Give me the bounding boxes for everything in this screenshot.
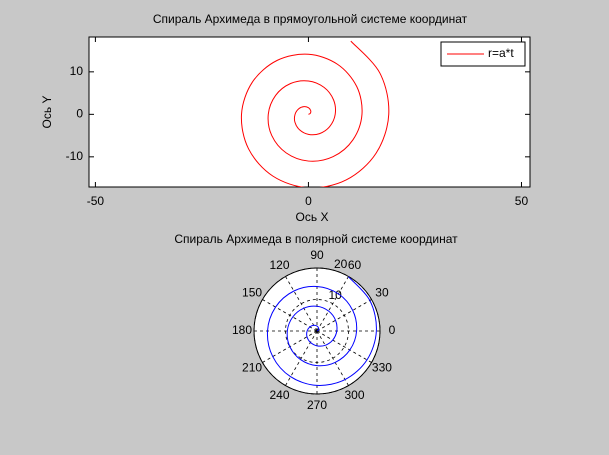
angle-tick-label: 30: [375, 286, 389, 300]
x-tick-label: 50: [515, 194, 529, 208]
angle-tick-label: 300: [344, 388, 364, 402]
y-axis-label: Ось Y: [40, 96, 54, 129]
angle-tick-label: 330: [372, 361, 392, 375]
angle-tick-label: 120: [269, 258, 289, 272]
angle-grid-line: [316, 330, 372, 363]
radius-tick-label: 10: [328, 288, 342, 302]
angle-tick-label: 240: [269, 388, 289, 402]
angle-tick-label: 90: [310, 248, 324, 262]
legend-label: r=a*t: [488, 46, 514, 60]
chart-title: Спираль Архимеда в полярной системе коор…: [174, 232, 458, 246]
x-tick-label: 0: [305, 194, 312, 208]
spiral-line: [266, 276, 377, 386]
radius-tick-label: 20: [334, 257, 348, 271]
legend: r=a*t: [440, 41, 526, 67]
angle-grid-line: [285, 276, 318, 332]
radius-grid-circle: [253, 267, 381, 395]
angle-grid-line: [285, 330, 318, 386]
spiral-line: [240, 40, 390, 187]
chart-title: Спираль Архимеда в прямоугольной системе…: [153, 12, 468, 26]
x-axis-label: Ось X: [296, 210, 329, 224]
radius-grid-circle: [285, 299, 349, 363]
angle-tick-label: 210: [242, 361, 262, 375]
y-tick-label: -10: [66, 149, 84, 163]
angle-tick-label: 180: [232, 323, 252, 337]
y-tick-label: 10: [70, 64, 84, 78]
y-tick-label: 0: [76, 107, 83, 121]
angle-tick-label: 0: [389, 323, 396, 337]
angle-tick-label: 270: [307, 398, 327, 412]
angle-tick-label: 150: [242, 286, 262, 300]
angle-tick-label: 60: [348, 258, 362, 272]
x-tick-label: -50: [87, 194, 105, 208]
plot-area: [240, 40, 390, 187]
